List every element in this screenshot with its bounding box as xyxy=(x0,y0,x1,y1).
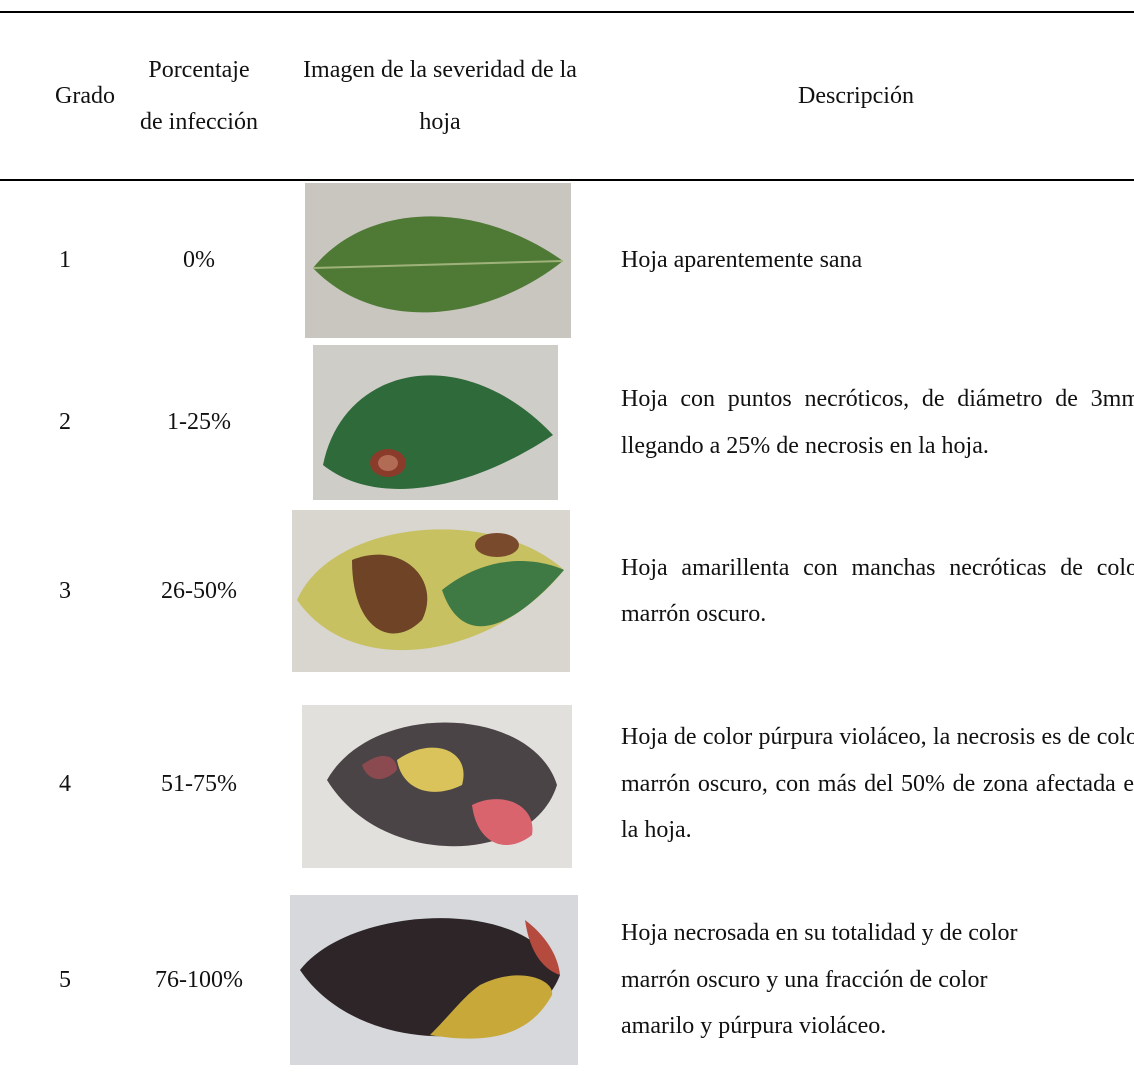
header-cell: Descripción xyxy=(798,83,914,109)
description-text: Hoja con puntos necróticos, de diámetro … xyxy=(621,386,1134,459)
header-cell: Porcentaje de infección xyxy=(140,57,258,135)
description-text: Hoja de color púrpura violáceo, la necro… xyxy=(621,724,1134,844)
description: Hoja aparentemente sana xyxy=(621,183,1134,338)
description: Hoja de color púrpura violáceo, la necro… xyxy=(621,700,1134,868)
percentage: 26-50% xyxy=(161,577,237,604)
percentage: 1-25% xyxy=(167,409,231,435)
description-text: Hoja necrosada en su totalidad y de colo… xyxy=(621,920,1018,1040)
grade: 3 xyxy=(59,577,71,604)
description: Hoja necrosada en su totalidad y de colo… xyxy=(621,895,1041,1065)
percentage: 51-75% xyxy=(161,770,237,797)
leaf-image xyxy=(290,895,578,1065)
grade: 5 xyxy=(59,966,71,993)
description: Hoja amarillenta con manchas necróticas … xyxy=(621,510,1134,672)
grade: 2 xyxy=(59,409,71,435)
header-rule xyxy=(0,179,1134,181)
percentage: 0% xyxy=(183,247,215,273)
description: Hoja con puntos necróticos, de diámetro … xyxy=(621,345,1134,500)
header-cell: Grado xyxy=(55,83,115,109)
leaf-image xyxy=(313,345,558,500)
leaf-image xyxy=(302,705,572,868)
grade: 1 xyxy=(59,247,71,273)
grade: 4 xyxy=(59,770,71,797)
header-cell: Imagen de la severidad de la hoja xyxy=(303,57,577,135)
leaf-image xyxy=(292,510,570,672)
leaf-image xyxy=(305,183,571,338)
description-text: Hoja amarillenta con manchas necróticas … xyxy=(621,554,1134,628)
description-text: Hoja aparentemente sana xyxy=(621,247,863,274)
percentage: 76-100% xyxy=(155,966,243,993)
top-rule xyxy=(0,11,1134,13)
